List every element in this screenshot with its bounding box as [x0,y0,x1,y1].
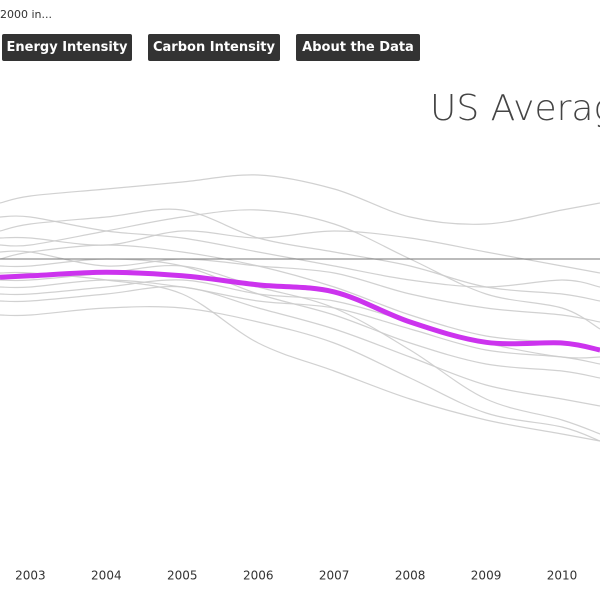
state-line [0,258,600,379]
state-line [0,306,600,442]
x-tick-label: 2009 [471,569,502,583]
x-tick-label: 2005 [167,569,198,583]
energy-intensity-button[interactable]: Energy Intensity [2,34,132,61]
x-tick-label: 2008 [395,569,426,583]
state-line [0,209,600,330]
subtitle: 2000 in... [0,8,53,21]
state-line [0,244,600,351]
state-line [0,264,600,435]
x-tick-label: 2007 [319,569,350,583]
x-tick-label: 2006 [243,569,274,583]
state-line [0,208,600,302]
state-line [0,285,600,407]
chart-title: US Averag [430,88,600,129]
x-tick-label: 2004 [91,569,122,583]
state-line [0,250,600,323]
state-line [0,230,600,274]
x-tick-label: 2010 [547,569,578,583]
state-line [0,174,600,225]
us-average-line [0,269,600,353]
state-line [0,279,600,359]
carbon-intensity-button[interactable]: Carbon Intensity [148,34,280,61]
state-line [0,279,600,365]
about-data-button[interactable]: About the Data [296,34,420,61]
x-tick-label: 2003 [15,569,46,583]
